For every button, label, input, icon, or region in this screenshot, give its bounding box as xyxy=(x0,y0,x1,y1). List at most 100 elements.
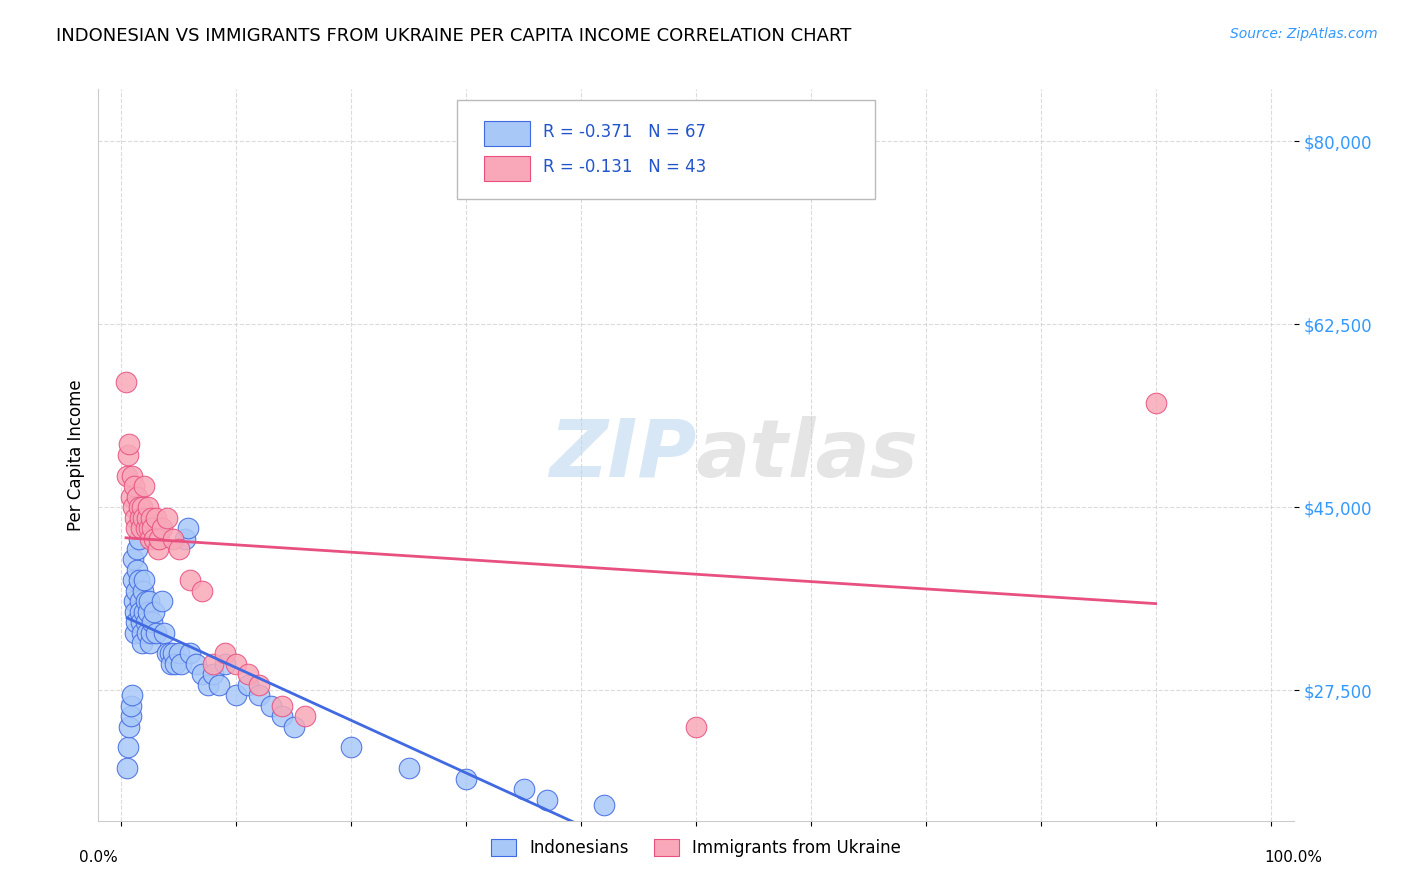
Point xyxy=(283,720,305,734)
Point xyxy=(136,605,159,619)
Point xyxy=(141,615,163,629)
Point xyxy=(122,500,145,515)
Point xyxy=(179,574,201,588)
Point xyxy=(247,688,270,702)
Point xyxy=(135,510,157,524)
Point xyxy=(131,636,153,650)
Text: R = -0.371   N = 67: R = -0.371 N = 67 xyxy=(543,123,706,141)
Text: 100.0%: 100.0% xyxy=(1264,850,1323,865)
Point xyxy=(122,594,145,608)
Point xyxy=(271,709,294,723)
Point xyxy=(115,375,138,389)
Point xyxy=(118,720,141,734)
Point xyxy=(340,740,363,755)
Point xyxy=(115,761,138,775)
Point xyxy=(1144,395,1167,409)
Point xyxy=(260,698,283,713)
Point xyxy=(134,605,156,619)
Point xyxy=(132,583,155,598)
Point xyxy=(117,448,139,462)
Point xyxy=(142,532,165,546)
Point xyxy=(145,510,167,524)
Point xyxy=(179,647,201,661)
Point xyxy=(225,688,247,702)
Point xyxy=(177,521,200,535)
Point xyxy=(125,521,148,535)
Point xyxy=(134,479,156,493)
Point xyxy=(135,615,157,629)
Point xyxy=(124,605,146,619)
Point xyxy=(135,521,157,535)
Point xyxy=(165,657,187,671)
Point xyxy=(128,532,150,546)
Point xyxy=(197,678,219,692)
Point xyxy=(512,782,534,797)
Point xyxy=(153,625,176,640)
Point xyxy=(132,510,155,524)
Point xyxy=(236,667,259,681)
Point xyxy=(173,532,195,546)
Point xyxy=(150,521,173,535)
Point xyxy=(202,657,225,671)
Point xyxy=(294,709,316,723)
Point xyxy=(136,500,159,515)
Point xyxy=(398,761,420,775)
Point xyxy=(214,647,236,661)
Point xyxy=(593,797,616,812)
Point xyxy=(162,647,184,661)
Point xyxy=(138,594,160,608)
Point xyxy=(117,740,139,755)
Point xyxy=(121,468,143,483)
Point xyxy=(129,521,152,535)
Point xyxy=(685,720,707,734)
Point xyxy=(141,510,163,524)
Point xyxy=(247,678,270,692)
Point xyxy=(141,625,163,640)
Point xyxy=(170,657,193,671)
Point xyxy=(122,552,145,566)
Point xyxy=(135,594,157,608)
Point xyxy=(159,647,181,661)
Point xyxy=(145,625,167,640)
Point xyxy=(167,541,190,556)
Point xyxy=(120,698,142,713)
Point xyxy=(148,532,170,546)
Text: atlas: atlas xyxy=(696,416,918,494)
Point xyxy=(125,583,148,598)
Point xyxy=(128,510,150,524)
Point xyxy=(184,657,207,671)
Point xyxy=(122,574,145,588)
Point xyxy=(167,647,190,661)
Point xyxy=(131,625,153,640)
Point xyxy=(131,500,153,515)
Point xyxy=(139,636,162,650)
Point xyxy=(162,532,184,546)
Point xyxy=(156,510,179,524)
Text: R = -0.131   N = 43: R = -0.131 N = 43 xyxy=(543,159,706,177)
Point xyxy=(135,625,157,640)
Point xyxy=(121,688,143,702)
Point xyxy=(134,574,156,588)
Point xyxy=(141,521,163,535)
Text: ZIP: ZIP xyxy=(548,416,696,494)
Point xyxy=(202,667,225,681)
Text: Source: ZipAtlas.com: Source: ZipAtlas.com xyxy=(1230,27,1378,41)
Point xyxy=(120,490,142,504)
Point xyxy=(148,541,170,556)
Point xyxy=(129,615,152,629)
Point xyxy=(128,594,150,608)
Point xyxy=(142,605,165,619)
Bar xyxy=(485,121,530,145)
FancyBboxPatch shape xyxy=(457,100,876,199)
Bar xyxy=(485,156,530,180)
Point xyxy=(236,678,259,692)
Point xyxy=(127,541,149,556)
Point xyxy=(214,657,236,671)
Text: 0.0%: 0.0% xyxy=(79,850,118,865)
Point xyxy=(536,793,558,807)
Point xyxy=(125,615,148,629)
Point xyxy=(225,657,247,671)
Point xyxy=(191,583,214,598)
Point xyxy=(115,468,138,483)
Point xyxy=(148,532,170,546)
